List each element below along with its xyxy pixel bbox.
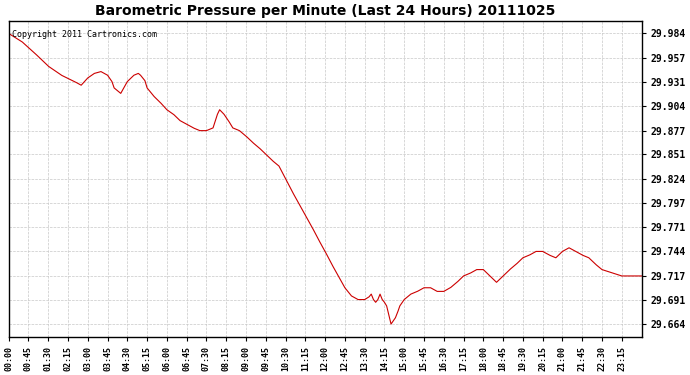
Text: Copyright 2011 Cartronics.com: Copyright 2011 Cartronics.com [12, 30, 157, 39]
Title: Barometric Pressure per Minute (Last 24 Hours) 20111025: Barometric Pressure per Minute (Last 24 … [95, 4, 555, 18]
